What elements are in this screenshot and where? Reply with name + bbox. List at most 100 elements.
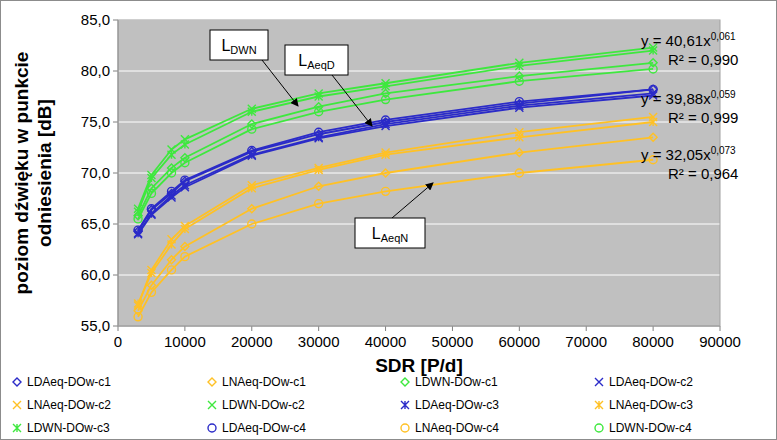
y-tick-label: 55,0 <box>81 317 110 334</box>
data-point <box>315 93 323 101</box>
data-point <box>315 182 323 190</box>
annotation-subscript: AeqD <box>307 59 335 71</box>
annotation-text: L <box>298 52 307 69</box>
annotation-arrow <box>392 183 433 218</box>
legend-marker <box>208 401 216 409</box>
chart: 55,060,065,070,075,080,085,0010000200003… <box>0 0 777 440</box>
x-axis-title: SDR [P/d] <box>375 355 463 376</box>
y-tick-label: 60,0 <box>81 266 110 283</box>
y-tick <box>113 20 118 21</box>
data-point <box>147 269 155 277</box>
data-point <box>181 159 189 167</box>
annotation-box <box>355 218 425 248</box>
x-tick <box>586 326 587 331</box>
data-point <box>649 133 657 141</box>
annotation-text: L <box>372 225 381 242</box>
x-tick <box>184 326 185 331</box>
legend-marker <box>401 424 409 432</box>
series-line <box>138 48 653 209</box>
legend-label: LNAeq-DOw-c1 <box>222 375 306 389</box>
series-line <box>138 51 653 212</box>
trendline-equation: y = 39,88x0,059 <box>641 89 736 107</box>
annotation-arrow <box>332 75 372 126</box>
equation-exponent: 0,061 <box>711 31 736 42</box>
data-point <box>134 300 142 308</box>
x-tick-label: 70000 <box>565 333 607 350</box>
data-point <box>147 205 155 213</box>
series-line <box>138 89 653 230</box>
data-point <box>168 169 176 177</box>
data-point <box>134 215 142 223</box>
trendline-r2: R² = 0,999 <box>668 109 738 126</box>
grid-line <box>118 275 720 276</box>
legend-label: LDAeq-DOw-c1 <box>27 375 111 389</box>
y-tick-label: 70,0 <box>81 164 110 181</box>
data-point <box>382 96 390 104</box>
x-tick-label: 60000 <box>498 333 540 350</box>
x-tick <box>318 326 319 331</box>
data-point <box>147 174 155 182</box>
equation-text: y = 39,88x <box>641 90 711 107</box>
data-point <box>168 187 176 195</box>
legend-label: LDAeq-DOw-c2 <box>609 375 693 389</box>
legend-marker <box>13 424 21 432</box>
legend-marker <box>595 378 603 386</box>
annotation: LDWN <box>221 37 256 56</box>
y-tick-label: 65,0 <box>81 215 110 232</box>
trendline-equation: y = 32,05x0,073 <box>641 145 736 163</box>
equation-text: y = 40,61x <box>641 32 711 49</box>
y-axis-title: odniesienia [dB] <box>34 99 55 247</box>
y-tick-label: 75,0 <box>81 113 110 130</box>
equation-exponent: 0,059 <box>711 89 736 100</box>
x-tick-label: 20000 <box>231 333 273 350</box>
data-point <box>315 200 323 208</box>
data-point <box>515 77 523 85</box>
annotation-subscript: DWN <box>230 44 256 56</box>
x-tick-label: 40000 <box>365 333 407 350</box>
annotation-subscript: AeqN <box>381 232 409 244</box>
legend-marker <box>595 424 603 432</box>
annotation: LAeqD <box>298 52 334 71</box>
series-line <box>138 137 653 310</box>
legend-label: LDAeq-DOw-c4 <box>222 421 306 435</box>
y-tick-label: 80,0 <box>81 62 110 79</box>
legend-label: LNAeq-DOw-c4 <box>415 421 499 435</box>
data-point <box>181 253 189 261</box>
legend-marker <box>208 424 216 432</box>
legend-marker <box>13 378 21 386</box>
series-line <box>138 117 653 306</box>
y-tick <box>113 224 118 225</box>
data-point <box>248 147 256 155</box>
data-point <box>181 242 189 250</box>
series-line <box>138 95 653 234</box>
y-tick-label: 85,0 <box>81 11 110 28</box>
data-point <box>382 82 390 90</box>
data-point <box>168 266 176 274</box>
data-point <box>649 65 657 73</box>
data-point <box>168 151 176 159</box>
data-point <box>168 256 176 264</box>
data-point <box>515 149 523 157</box>
y-tick <box>113 173 118 174</box>
legend-marker <box>208 378 216 386</box>
data-point <box>382 151 390 159</box>
series-line <box>138 93 653 233</box>
annotation: LAeqN <box>372 225 408 244</box>
data-point <box>248 125 256 133</box>
plot-frame <box>118 20 720 326</box>
legend-label: LDWN-DOw-c3 <box>27 421 110 435</box>
data-point <box>168 240 176 248</box>
data-point <box>515 169 523 177</box>
trendline-r2: R² = 0,964 <box>668 165 738 182</box>
data-point <box>315 166 323 174</box>
equation-text: y = 32,05x <box>641 146 711 163</box>
y-tick <box>113 122 118 123</box>
series-line <box>138 63 653 216</box>
data-point <box>515 98 523 106</box>
x-tick <box>385 326 386 331</box>
data-point <box>515 133 523 141</box>
data-point <box>515 62 523 70</box>
chart-border <box>1 1 777 440</box>
plot-area <box>118 20 720 326</box>
legend-marker <box>401 378 409 386</box>
